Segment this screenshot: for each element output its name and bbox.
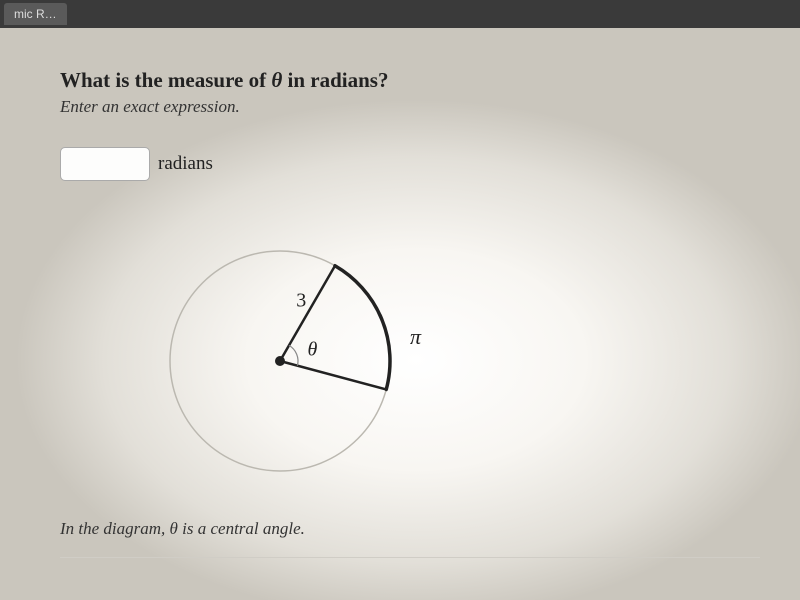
footer-theta: θ <box>170 519 178 538</box>
title-post: in radians? <box>282 68 388 92</box>
instruction-text: Enter an exact expression. <box>60 97 760 117</box>
answer-input[interactable] <box>60 147 150 181</box>
browser-tab[interactable]: mic R… <box>4 3 67 25</box>
browser-top-bar: mic R… <box>0 0 800 28</box>
diagram-container: 3 θ π <box>140 221 760 491</box>
svg-text:θ: θ <box>308 339 318 361</box>
footer-pre: In the diagram, <box>60 519 170 538</box>
title-pre: What is the measure of <box>60 68 271 92</box>
answer-row: radians <box>60 147 760 181</box>
divider <box>60 557 760 558</box>
question-content: What is the measure of θ in radians? Ent… <box>0 28 800 600</box>
footer-text: In the diagram, θ is a central angle. <box>60 519 760 539</box>
circle-diagram: 3 θ π <box>140 221 440 491</box>
question-title: What is the measure of θ in radians? <box>60 68 760 93</box>
unit-label: radians <box>158 153 213 175</box>
title-theta: θ <box>271 68 282 92</box>
svg-text:3: 3 <box>296 290 306 312</box>
footer-post: is a central angle. <box>178 519 305 538</box>
svg-text:π: π <box>410 324 422 349</box>
